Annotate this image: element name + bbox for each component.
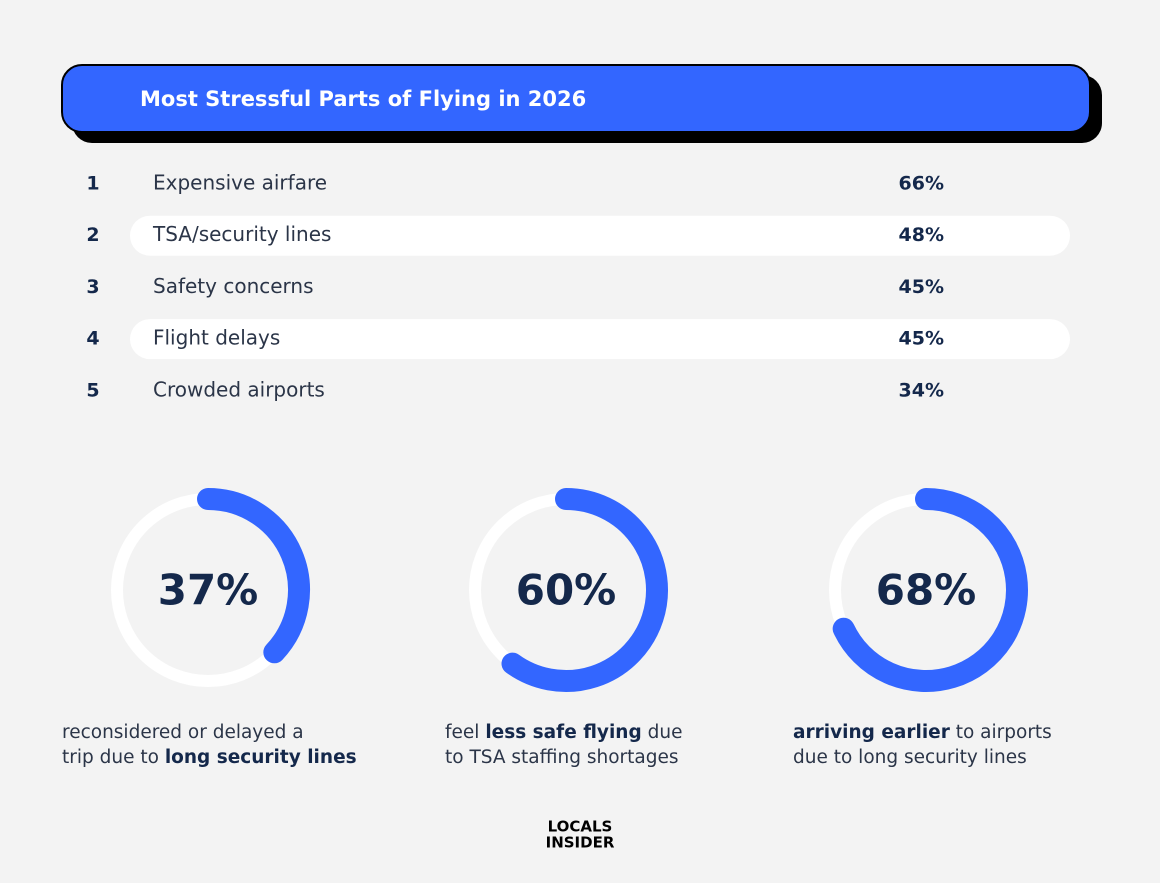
rank: 4 bbox=[86, 328, 99, 350]
gauge-arc bbox=[197, 488, 310, 664]
caption-line: trip due to long security lines bbox=[62, 747, 357, 768]
caption-segment: feel bbox=[445, 722, 485, 743]
ranking-list: 1 Expensive airfare 66% 2 TSA/security lines… bbox=[86, 171, 1070, 401]
caption-line: to TSA staffing shortages bbox=[445, 747, 678, 768]
percentage: 48% bbox=[899, 224, 944, 246]
rank: 1 bbox=[86, 173, 99, 195]
caption-line: feel less safe flying due bbox=[445, 722, 682, 743]
percentage: 66% bbox=[899, 173, 944, 195]
caption-segment: to airports bbox=[950, 722, 1052, 743]
row-highlight bbox=[130, 215, 1070, 256]
gauge-arc bbox=[501, 488, 668, 692]
header-title: Most Stressful Parts of Flying in 2026 bbox=[140, 87, 586, 111]
row-label: Flight delays bbox=[153, 326, 280, 350]
caption-segment: due to long security lines bbox=[793, 747, 1027, 768]
caption-segment: less safe flying bbox=[485, 722, 641, 743]
gauges: 37% reconsidered or delayed a trip due to … bbox=[62, 488, 1052, 768]
row-label: TSA/security lines bbox=[152, 222, 331, 246]
rank: 2 bbox=[86, 224, 99, 246]
percentage: 34% bbox=[899, 379, 944, 401]
gauge-arc bbox=[832, 488, 1028, 692]
caption-segment: trip due to bbox=[62, 747, 165, 768]
logo-line: INSIDER bbox=[546, 834, 615, 852]
header-bar bbox=[61, 64, 1091, 133]
caption-segment: reconsidered or delayed a bbox=[62, 722, 304, 743]
row-label: Expensive airfare bbox=[153, 171, 327, 195]
rank: 5 bbox=[86, 379, 99, 401]
caption-segment: due bbox=[642, 722, 683, 743]
caption-segment: long security lines bbox=[165, 747, 357, 768]
row-label: Safety concerns bbox=[153, 274, 314, 298]
caption-line: due to long security lines bbox=[793, 747, 1027, 768]
gauge-value: 37% bbox=[158, 566, 259, 615]
row-highlight bbox=[130, 319, 1070, 360]
percentage: 45% bbox=[899, 276, 944, 298]
gauge-value: 60% bbox=[516, 566, 617, 615]
gauge-value: 68% bbox=[876, 566, 977, 615]
row-label: Crowded airports bbox=[153, 377, 325, 401]
logo-line: LOCALS bbox=[548, 818, 613, 836]
caption-segment: arriving earlier bbox=[793, 722, 951, 743]
caption-line: arriving earlier to airports bbox=[793, 722, 1052, 743]
caption-line: reconsidered or delayed a bbox=[62, 722, 304, 743]
rank: 3 bbox=[86, 276, 99, 298]
caption-segment: to TSA staffing shortages bbox=[445, 747, 678, 768]
percentage: 45% bbox=[899, 328, 944, 350]
